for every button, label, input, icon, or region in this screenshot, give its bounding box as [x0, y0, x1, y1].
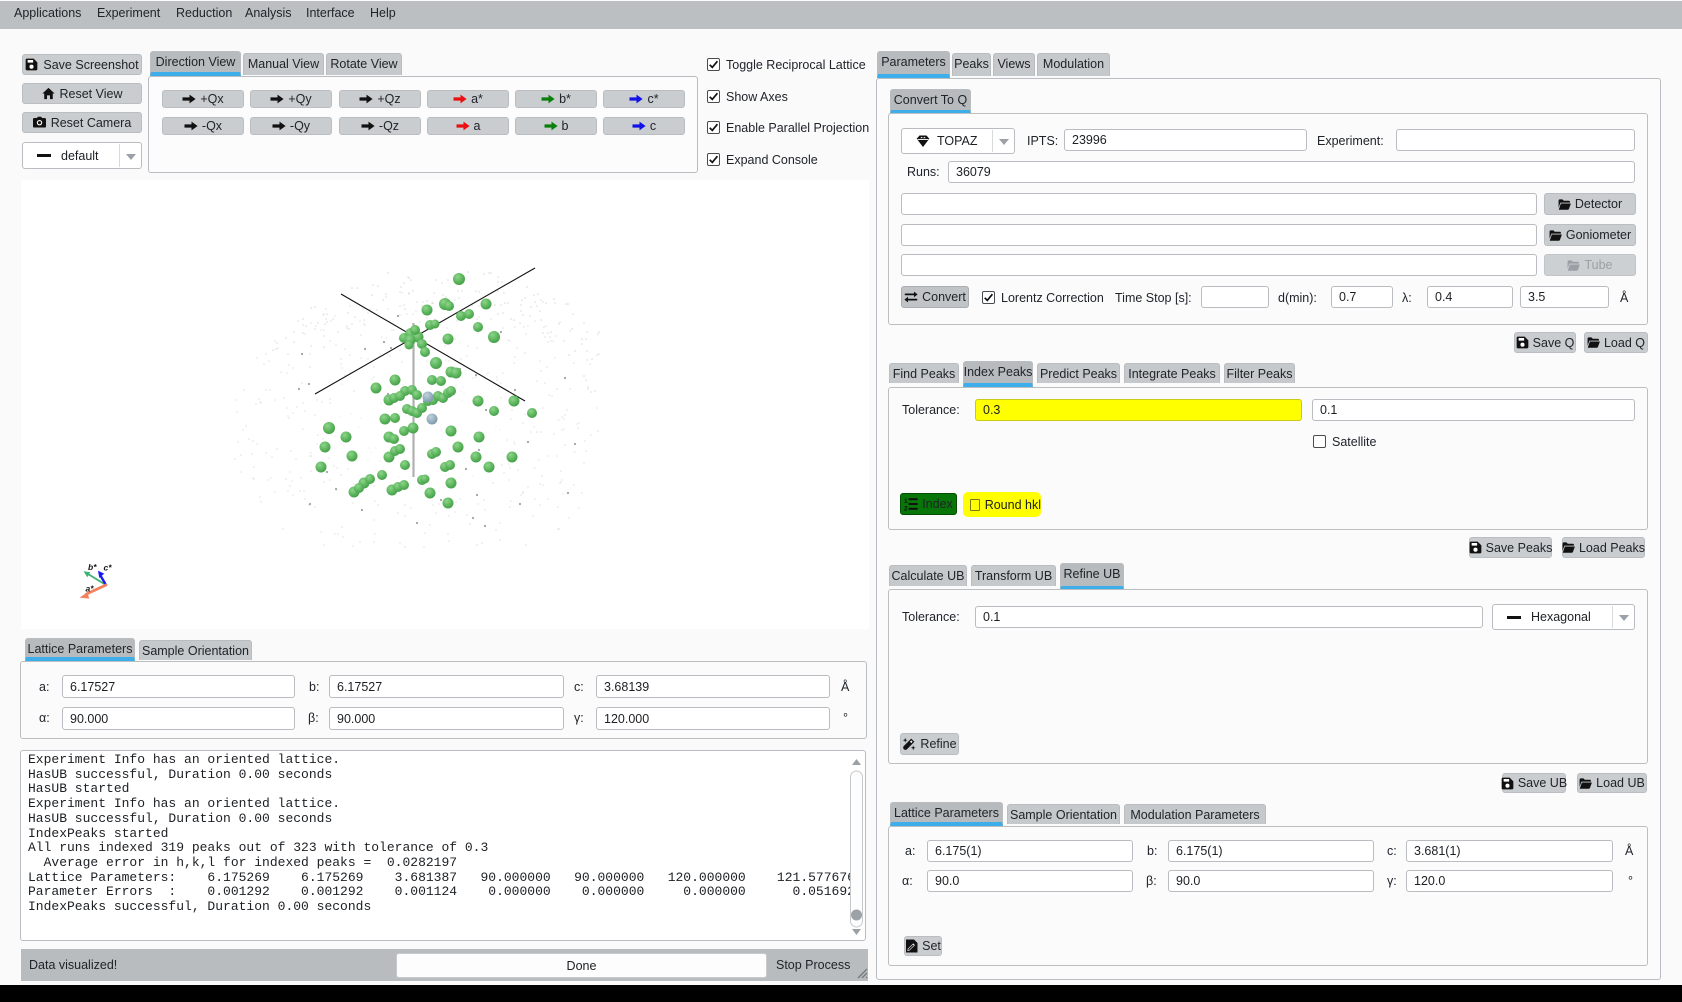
svg-text:c*: c*	[104, 563, 113, 573]
svg-text:2: 2	[904, 506, 908, 511]
svg-text:b*: b*	[88, 562, 97, 572]
svg-text:1: 1	[904, 498, 908, 505]
svg-text:a*: a*	[86, 584, 95, 594]
